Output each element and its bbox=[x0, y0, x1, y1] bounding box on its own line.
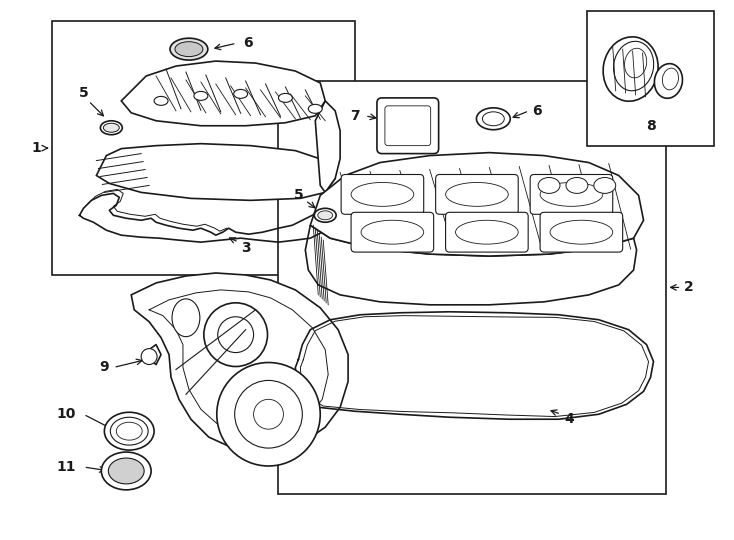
Ellipse shape bbox=[194, 91, 208, 100]
Ellipse shape bbox=[308, 104, 322, 113]
Ellipse shape bbox=[603, 37, 658, 101]
Ellipse shape bbox=[154, 97, 168, 105]
Text: 8: 8 bbox=[646, 119, 655, 133]
Ellipse shape bbox=[104, 412, 154, 450]
Circle shape bbox=[218, 317, 253, 353]
Ellipse shape bbox=[614, 42, 654, 91]
Ellipse shape bbox=[476, 108, 510, 130]
Ellipse shape bbox=[233, 90, 247, 98]
Polygon shape bbox=[96, 144, 335, 200]
Ellipse shape bbox=[170, 38, 208, 60]
Text: 5: 5 bbox=[294, 188, 303, 202]
Circle shape bbox=[141, 349, 157, 365]
Ellipse shape bbox=[116, 422, 142, 440]
Polygon shape bbox=[310, 153, 644, 256]
Ellipse shape bbox=[625, 48, 647, 78]
Text: 6: 6 bbox=[243, 36, 252, 50]
Ellipse shape bbox=[318, 211, 333, 220]
Ellipse shape bbox=[540, 183, 603, 206]
Ellipse shape bbox=[172, 299, 200, 336]
Text: 4: 4 bbox=[564, 412, 574, 426]
Circle shape bbox=[217, 362, 320, 466]
FancyBboxPatch shape bbox=[446, 212, 528, 252]
Text: 1: 1 bbox=[32, 141, 42, 155]
Polygon shape bbox=[316, 101, 340, 192]
FancyBboxPatch shape bbox=[341, 174, 424, 214]
FancyBboxPatch shape bbox=[436, 174, 518, 214]
Ellipse shape bbox=[361, 220, 424, 244]
Ellipse shape bbox=[456, 220, 518, 244]
Ellipse shape bbox=[482, 112, 504, 126]
Ellipse shape bbox=[550, 220, 613, 244]
Ellipse shape bbox=[314, 208, 336, 222]
Bar bbox=[587, 11, 714, 146]
Ellipse shape bbox=[175, 42, 203, 57]
Ellipse shape bbox=[538, 178, 560, 193]
Ellipse shape bbox=[101, 121, 123, 134]
Ellipse shape bbox=[594, 178, 616, 193]
FancyBboxPatch shape bbox=[530, 174, 613, 214]
Ellipse shape bbox=[103, 123, 120, 132]
Ellipse shape bbox=[109, 458, 144, 484]
Circle shape bbox=[235, 380, 302, 448]
Text: 5: 5 bbox=[79, 86, 88, 100]
Ellipse shape bbox=[110, 417, 148, 445]
Text: 11: 11 bbox=[57, 460, 76, 474]
Circle shape bbox=[253, 400, 283, 429]
Ellipse shape bbox=[655, 64, 683, 98]
Polygon shape bbox=[305, 225, 636, 305]
Bar bbox=[51, 21, 355, 275]
Polygon shape bbox=[121, 61, 325, 126]
Ellipse shape bbox=[446, 183, 508, 206]
FancyBboxPatch shape bbox=[377, 98, 439, 153]
Text: 3: 3 bbox=[241, 241, 250, 255]
Bar bbox=[278, 81, 666, 494]
Text: 2: 2 bbox=[683, 280, 693, 294]
Text: 7: 7 bbox=[350, 109, 360, 123]
Text: 10: 10 bbox=[57, 407, 76, 421]
Text: 6: 6 bbox=[532, 104, 542, 118]
Ellipse shape bbox=[351, 183, 414, 206]
Polygon shape bbox=[131, 273, 348, 451]
Text: 9: 9 bbox=[100, 361, 109, 375]
Circle shape bbox=[204, 303, 267, 367]
Ellipse shape bbox=[101, 452, 151, 490]
Ellipse shape bbox=[662, 68, 678, 90]
FancyBboxPatch shape bbox=[540, 212, 622, 252]
FancyBboxPatch shape bbox=[385, 106, 431, 146]
Ellipse shape bbox=[566, 178, 588, 193]
Ellipse shape bbox=[278, 93, 292, 103]
FancyBboxPatch shape bbox=[351, 212, 434, 252]
